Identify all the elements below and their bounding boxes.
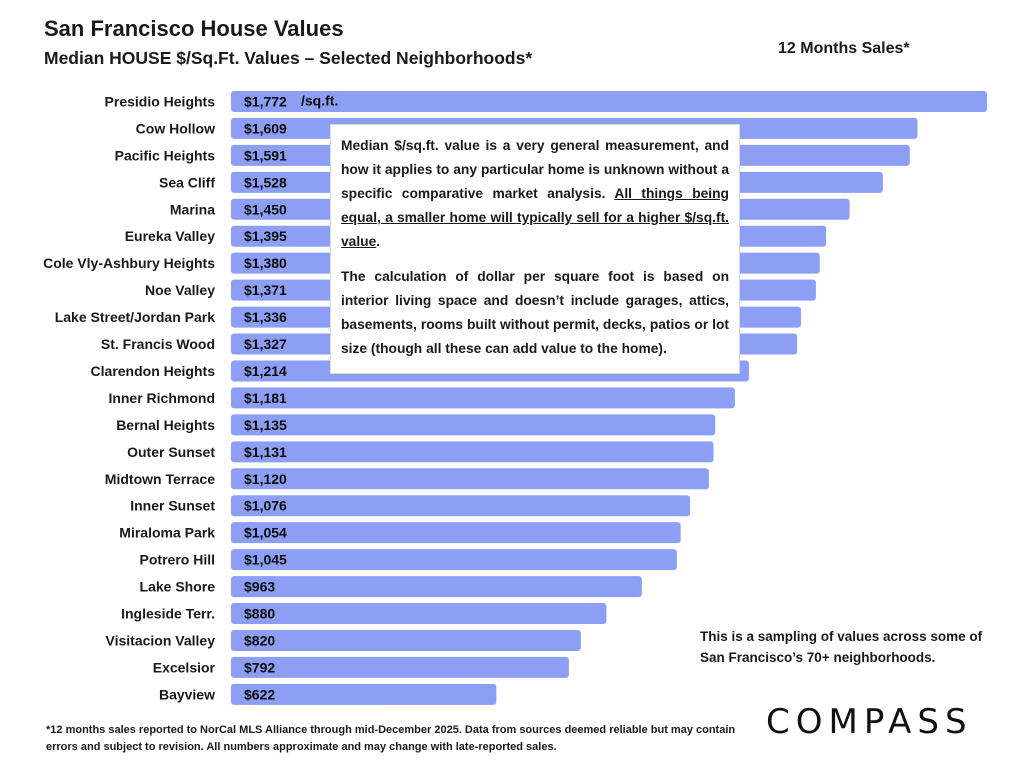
category-label: Noe Valley xyxy=(145,282,215,298)
bar xyxy=(231,387,735,409)
category-label: Lake Street/Jordan Park xyxy=(55,309,216,325)
sampling-note: This is a sampling of values across some… xyxy=(700,629,983,665)
value-label: $820 xyxy=(244,632,275,648)
bar xyxy=(231,656,569,678)
value-label: $1,120 xyxy=(244,471,287,487)
category-label: St. Francis Wood xyxy=(101,336,215,352)
value-label: $622 xyxy=(244,686,275,702)
value-label: $1,371 xyxy=(244,282,287,298)
note-p1-underlined: All things being equal, a smaller home w… xyxy=(341,186,729,249)
chart-title: San Francisco House Values xyxy=(44,16,344,41)
value-label: $1,054 xyxy=(244,525,287,541)
note-paragraph-2: The calculation of dollar per square foo… xyxy=(341,269,729,356)
category-label: Inner Richmond xyxy=(108,390,215,406)
category-label: Visitacion Valley xyxy=(106,632,216,648)
bar xyxy=(231,522,681,544)
bar xyxy=(231,441,714,463)
bar xyxy=(231,549,677,571)
category-label: Bernal Heights xyxy=(116,417,215,433)
value-label: $1,045 xyxy=(244,552,287,568)
bar xyxy=(231,603,607,625)
category-label: Cow Hollow xyxy=(136,120,215,136)
category-label: Bayview xyxy=(159,686,215,702)
category-label: Miraloma Park xyxy=(119,525,215,541)
value-label: $1,395 xyxy=(244,228,287,244)
value-label: $1,181 xyxy=(244,390,287,406)
value-label: $1,609 xyxy=(244,120,287,136)
category-label: Midtown Terrace xyxy=(105,471,215,487)
bar xyxy=(231,414,716,436)
category-label: Inner Sunset xyxy=(130,498,215,514)
value-label: $1,076 xyxy=(244,498,287,514)
category-label: Ingleside Terr. xyxy=(121,606,215,622)
bar xyxy=(231,495,691,517)
bar xyxy=(231,576,642,598)
explanation-note-box: Median $/sq.ft. value is a very general … xyxy=(331,125,739,373)
value-label: $792 xyxy=(244,659,275,675)
value-label: $1,380 xyxy=(244,255,287,271)
footnote: *12 months sales reported to NorCal MLS … xyxy=(46,724,736,753)
category-label: Pacific Heights xyxy=(115,147,216,163)
value-label: $1,591 xyxy=(244,147,287,163)
category-label: Excelsior xyxy=(153,659,216,675)
category-label: Outer Sunset xyxy=(127,444,215,460)
unit-annotation: /sq.ft. xyxy=(301,92,338,108)
chart-subtitle: Median HOUSE $/Sq.Ft. Values – Selected … xyxy=(44,48,533,68)
category-label: Eureka Valley xyxy=(125,228,216,244)
category-label: Potrero Hill xyxy=(140,552,215,568)
period-label: 12 Months Sales* xyxy=(778,40,910,57)
value-label: $1,336 xyxy=(244,309,287,325)
category-label: Clarendon Heights xyxy=(91,363,216,379)
value-label: $1,131 xyxy=(244,444,287,460)
note-p1-text: Median $/sq.ft. value is a very general … xyxy=(341,138,729,201)
value-label: $1,450 xyxy=(244,201,287,217)
bar xyxy=(231,90,987,112)
bar xyxy=(231,683,497,705)
value-label: $1,214 xyxy=(244,363,287,379)
compass-logo: COMPASS xyxy=(766,702,973,742)
value-label: $880 xyxy=(244,606,275,622)
category-label: Marina xyxy=(170,201,215,217)
category-label: Presidio Heights xyxy=(105,93,216,109)
value-label: $963 xyxy=(244,579,275,595)
value-label: $1,135 xyxy=(244,417,287,433)
note-p1-end: . xyxy=(376,234,381,249)
category-label: Sea Cliff xyxy=(159,174,215,190)
category-label: Lake Shore xyxy=(140,579,216,595)
value-label: $1,327 xyxy=(244,336,287,352)
value-label: $1,772 xyxy=(244,93,287,109)
note-paragraph-1: Median $/sq.ft. value is a very general … xyxy=(341,134,729,254)
bar xyxy=(231,468,709,490)
category-label: Cole Vly-Ashbury Heights xyxy=(43,255,215,271)
value-label: $1,528 xyxy=(244,174,287,190)
bar xyxy=(231,629,581,651)
